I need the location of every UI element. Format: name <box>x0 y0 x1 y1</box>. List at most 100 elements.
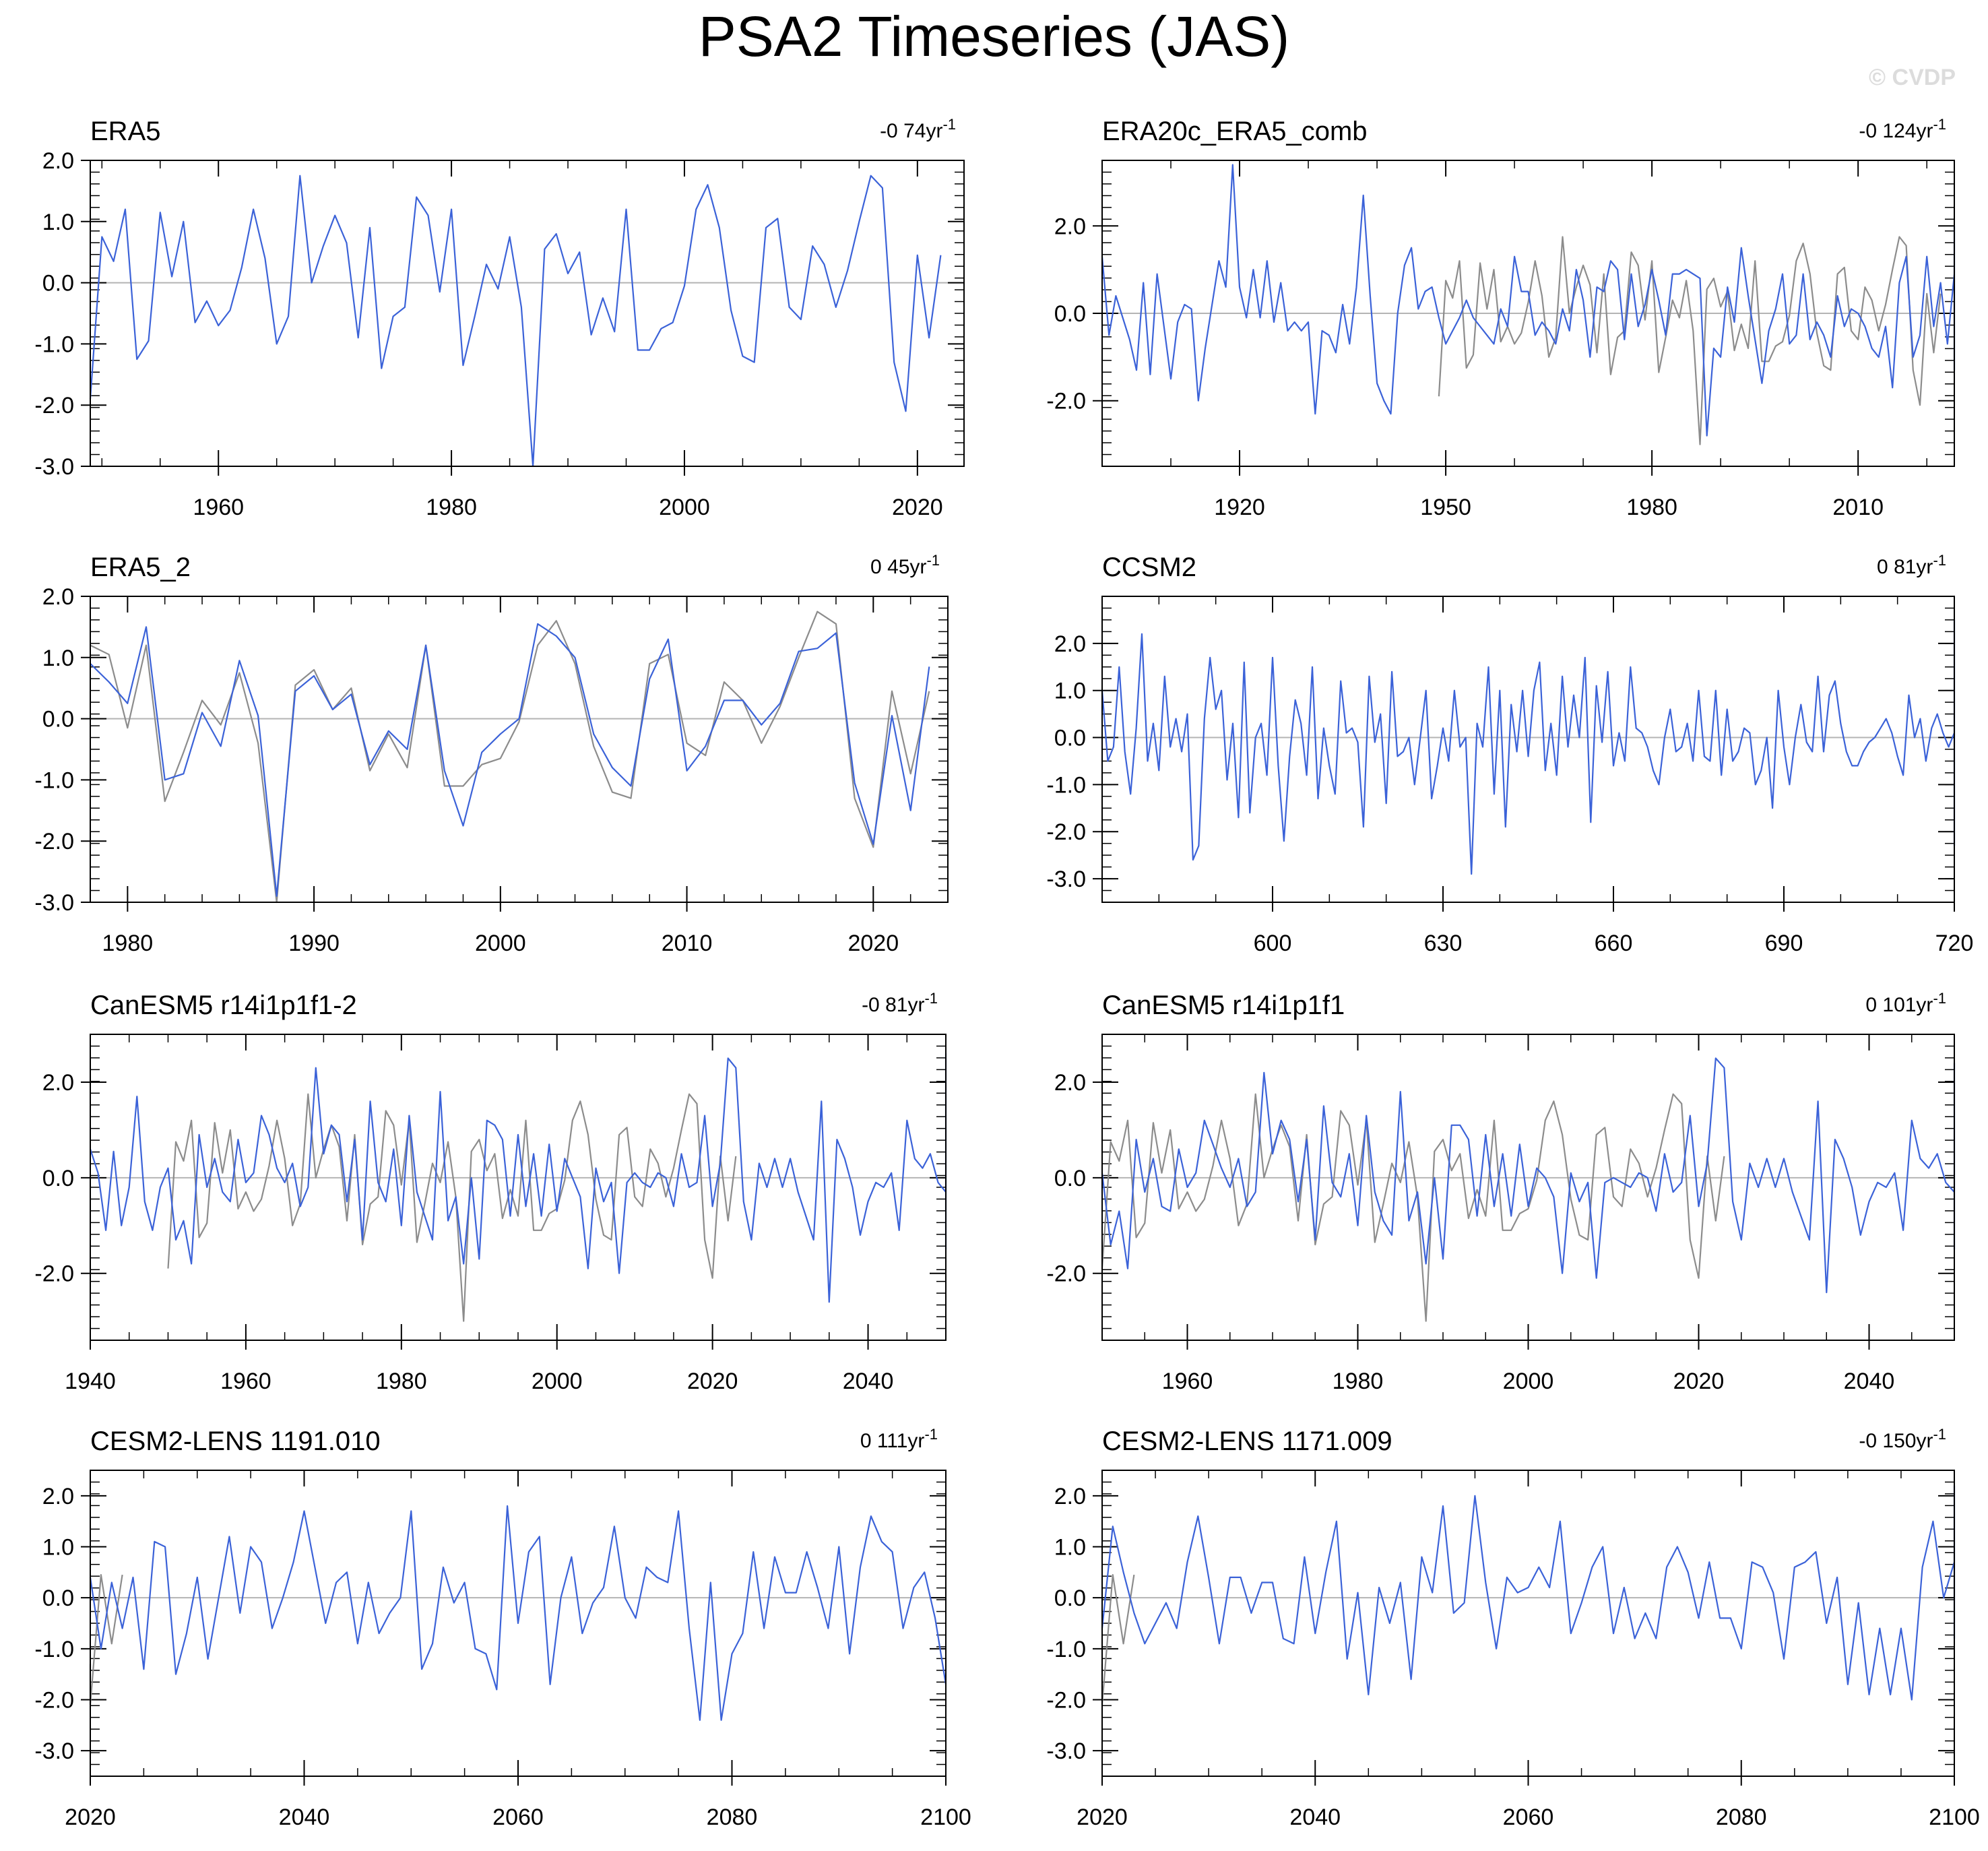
ytick-label: 0.0 <box>42 1166 74 1191</box>
ytick-label: -3.0 <box>34 454 74 480</box>
xtick-label: 2020 <box>847 931 899 956</box>
series-line-ccsm2 <box>1101 619 1956 875</box>
xtick-label: 2000 <box>532 1369 583 1394</box>
series-line-era20c <box>1101 164 1956 437</box>
xtick-label: 1980 <box>426 495 477 520</box>
xtick-label: 2040 <box>279 1805 330 1830</box>
xtick-label: 1980 <box>1626 495 1677 520</box>
ytick-label: 2.0 <box>42 1070 74 1096</box>
ytick-label: -2.0 <box>1046 1688 1086 1714</box>
xtick-label: 2040 <box>1289 1805 1341 1830</box>
ytick-label: 0.0 <box>42 707 74 732</box>
ytick-label: -2.0 <box>1046 389 1086 414</box>
series-line-canesm5 <box>89 1053 947 1303</box>
panel-title: CESM2-LENS 1191.010 <box>90 1426 381 1456</box>
plot-frame <box>1101 1034 1955 1341</box>
ytick-label: 0.0 <box>1054 301 1086 327</box>
ytick-label: 0.0 <box>1054 1586 1086 1611</box>
trend-label: 0 45yr-1 <box>870 552 940 578</box>
xtick-label: 1950 <box>1420 495 1471 520</box>
series-line-era5 <box>167 1093 737 1322</box>
chart-panel-4: CCSM2 0 81yr-1 -3.0 -2.0 -1.0 0.0 1.0 2.0 600 630… <box>1046 552 1973 956</box>
ytick-label: -1.0 <box>34 332 74 357</box>
chart-panel-8: CESM2-LENS 1171.009 -0 150yr-1 -3.0 -2.0 -1.… <box>1046 1426 1979 1830</box>
plot-frame <box>90 1034 947 1341</box>
ytick-label: 1.0 <box>1054 679 1086 704</box>
ytick-label: -3.0 <box>34 1738 74 1764</box>
series-line-canesm5 <box>1101 1057 1956 1294</box>
xtick-label: 2020 <box>1077 1805 1128 1830</box>
series-line-era5 <box>90 610 930 904</box>
xtick-label: 2040 <box>843 1369 894 1394</box>
xtick-label: 1940 <box>65 1369 116 1394</box>
xtick-label: 660 <box>1595 931 1633 956</box>
xtick-label: 2020 <box>65 1805 116 1830</box>
chart-panel-2: ERA20c_ERA5_comb -0 124yr-1 -2.0 0.0 2.0 1920… <box>1046 116 1956 520</box>
xtick-label: 2080 <box>1716 1805 1767 1830</box>
ytick-label: 1.0 <box>42 1535 74 1561</box>
trend-label: 0 101yr-1 <box>1865 990 1946 1016</box>
panel-title: CESM2-LENS 1171.009 <box>1102 1426 1392 1456</box>
xtick-label: 2000 <box>475 931 526 956</box>
ytick-label: -2.0 <box>1046 819 1086 845</box>
plot-frame <box>1101 160 1955 467</box>
trend-label: 0 111yr-1 <box>860 1426 938 1452</box>
ytick-label: 2.0 <box>1054 1484 1086 1509</box>
panel-title: CanESM5 r14i1p1f1-2 <box>90 991 357 1020</box>
ytick-label: -2.0 <box>34 1688 74 1714</box>
series-line-cesm2 <box>89 1505 947 1721</box>
xtick-label: 600 <box>1254 931 1292 956</box>
ytick-label: -3.0 <box>1046 867 1086 892</box>
xtick-label: 2020 <box>687 1369 738 1394</box>
panel-title: CCSM2 <box>1102 553 1196 582</box>
plot-frame <box>90 596 949 903</box>
xtick-label: 2060 <box>492 1805 544 1830</box>
ytick-label: 0.0 <box>42 271 74 296</box>
series-line-cesm2 <box>1101 1484 1956 1701</box>
trend-label: -0 74yr-1 <box>880 116 956 142</box>
series-line-era5 <box>89 1574 123 1706</box>
page-title: PSA2 Timeseries (JAS) <box>698 5 1290 68</box>
ytick-label: 2.0 <box>42 148 74 174</box>
xtick-label: 2020 <box>1673 1369 1725 1394</box>
xtick-label: 2060 <box>1503 1805 1554 1830</box>
xtick-label: 2000 <box>1503 1369 1554 1394</box>
plot-frame <box>90 1470 947 1777</box>
panel-title: ERA5_2 <box>90 553 191 582</box>
ytick-label: -3.0 <box>1046 1738 1086 1764</box>
xtick-label: 1980 <box>376 1369 427 1394</box>
chart-panel-7: CESM2-LENS 1191.010 0 111yr-1 -3.0 -2.0 -1.0… <box>34 1426 971 1830</box>
xtick-label: 2010 <box>662 931 713 956</box>
series-line-era5 <box>1438 236 1942 445</box>
ytick-label: 1.0 <box>42 646 74 671</box>
ytick-label: 2.0 <box>42 584 74 610</box>
xtick-label: 1960 <box>1162 1369 1213 1394</box>
xtick-label: 1920 <box>1214 495 1265 520</box>
ytick-label: 2.0 <box>1054 1070 1086 1096</box>
plot-frame <box>1101 1470 1955 1777</box>
series-line-era5 <box>1101 1093 1725 1322</box>
ytick-label: -2.0 <box>1046 1261 1086 1287</box>
ytick-label: 1.0 <box>1054 1535 1086 1561</box>
xtick-label: 2080 <box>707 1805 758 1830</box>
xtick-label: 2040 <box>1844 1369 1895 1394</box>
ytick-label: 0.0 <box>1054 1166 1086 1191</box>
chart-panel-1: ERA5 -0 74yr-1 -3.0 -2.0 -1.0 0.0 1.0 2.0 1960 19… <box>34 116 965 520</box>
xtick-label: 720 <box>1935 931 1974 956</box>
xtick-label: 2100 <box>920 1805 971 1830</box>
ytick-label: 2.0 <box>1054 214 1086 239</box>
ytick-label: 2.0 <box>42 1484 74 1509</box>
xtick-label: 1980 <box>102 931 154 956</box>
xtick-label: 690 <box>1765 931 1803 956</box>
trend-label: -0 81yr-1 <box>862 990 938 1016</box>
xtick-label: 1990 <box>288 931 340 956</box>
xtick-label: 2010 <box>1832 495 1884 520</box>
xtick-label: 2100 <box>1929 1805 1980 1830</box>
chart-panel-6: CanESM5 r14i1p1f1 0 101yr-1 -2.0 0.0 2.0 1960… <box>1046 990 1956 1394</box>
ytick-label: 2.0 <box>1054 631 1086 657</box>
ytick-label: 0.0 <box>1054 726 1086 751</box>
ytick-label: -2.0 <box>34 829 74 854</box>
panel-title: ERA5 <box>90 117 161 146</box>
panel-title: ERA20c_ERA5_comb <box>1102 117 1368 146</box>
